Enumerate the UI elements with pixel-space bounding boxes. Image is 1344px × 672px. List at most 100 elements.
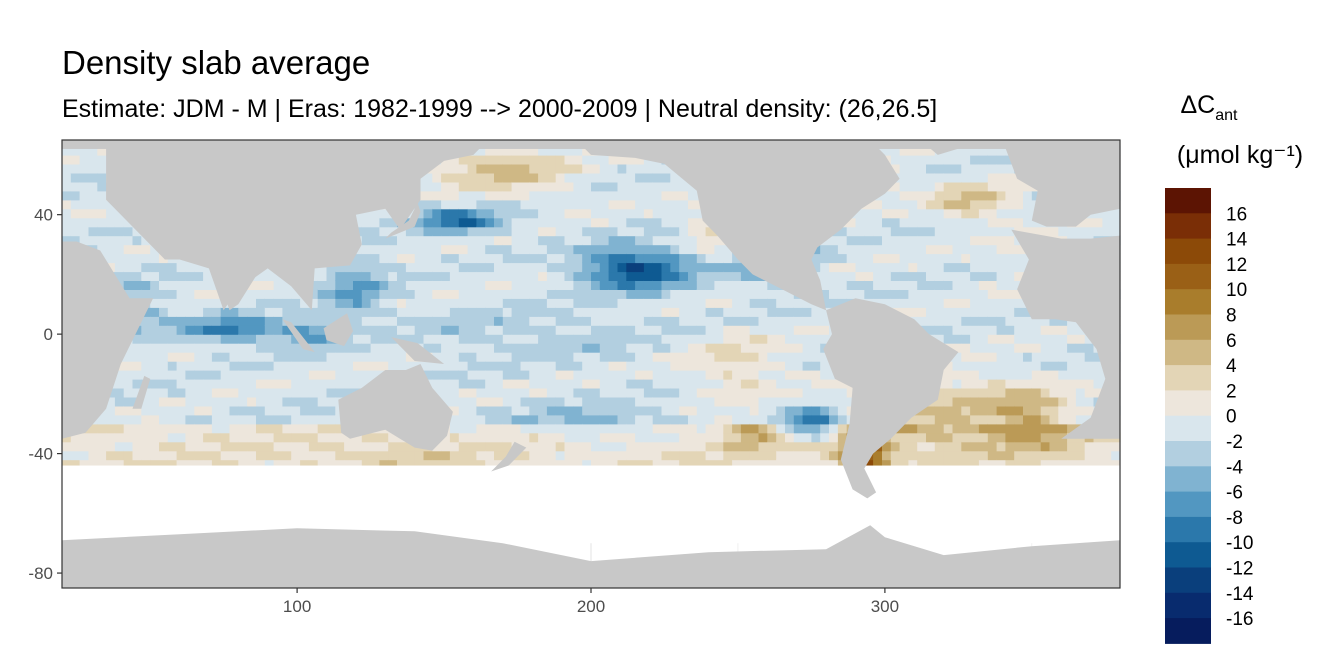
legend-key (1165, 314, 1211, 341)
heatmap-cell (996, 378, 1006, 389)
heatmap-cell (908, 226, 918, 237)
heatmap-cell (432, 226, 442, 237)
heatmap-cell (414, 450, 425, 461)
heatmap-cell (846, 217, 857, 228)
heatmap-cell (952, 217, 962, 228)
heatmap-cell (467, 172, 477, 183)
heatmap-cell (123, 217, 134, 228)
heatmap-cell (1049, 316, 1059, 326)
heatmap-cell (476, 325, 486, 335)
heatmap-cell (123, 280, 134, 290)
heatmap-cell (335, 361, 345, 371)
heatmap-cell (335, 387, 345, 398)
heatmap-cell (150, 307, 160, 317)
heatmap-cell (159, 450, 169, 461)
heatmap-cell (749, 387, 760, 398)
heatmap-cell (282, 387, 292, 398)
heatmap-cell (458, 316, 469, 326)
heatmap-cell (238, 414, 248, 425)
heatmap-cell (529, 226, 539, 237)
heatmap-cell (899, 423, 909, 434)
heatmap-cell (608, 208, 618, 219)
heatmap-cell (220, 387, 231, 398)
heatmap-cell (326, 271, 336, 281)
heatmap-cell (608, 459, 618, 470)
heatmap-cell (106, 253, 116, 264)
heatmap-cell (776, 307, 786, 317)
heatmap-cell (159, 262, 169, 273)
heatmap-cell (344, 334, 354, 344)
heatmap-cell (256, 280, 266, 290)
heatmap-cell (899, 154, 909, 165)
heatmap-cell (141, 316, 151, 326)
heatmap-cell (785, 370, 795, 380)
heatmap-cell (820, 450, 830, 461)
heatmap-cell (159, 361, 169, 371)
heatmap-cell (353, 352, 363, 362)
heatmap-cell (996, 199, 1006, 210)
heatmap-cell (1058, 441, 1068, 452)
heatmap-cell (1049, 432, 1059, 443)
heatmap-cell (441, 262, 451, 273)
heatmap-cell (758, 325, 768, 335)
heatmap-cell (159, 343, 169, 353)
heatmap-cell (917, 405, 927, 416)
heatmap-cell (529, 190, 539, 201)
legend-label: -8 (1226, 508, 1243, 529)
heatmap-cell (123, 423, 134, 434)
heatmap-cell (123, 414, 134, 425)
heatmap-cell (494, 343, 504, 353)
heatmap-cell (326, 423, 336, 434)
heatmap-cell (97, 244, 107, 255)
heatmap-cell (494, 253, 504, 264)
land-australia (338, 364, 453, 451)
heatmap-cell (361, 316, 372, 326)
heatmap-cell (335, 271, 345, 281)
heatmap-cell (890, 450, 901, 461)
heatmap-cell (176, 325, 186, 335)
heatmap-cell (494, 289, 504, 299)
heatmap-cell (247, 459, 257, 470)
heatmap-cell (1075, 370, 1086, 380)
heatmap-cell (661, 459, 671, 470)
heatmap-cell (88, 459, 98, 470)
heatmap-cell (414, 226, 425, 237)
heatmap-cell (238, 387, 248, 398)
heatmap-cell (485, 343, 495, 353)
heatmap-cell (679, 307, 689, 317)
heatmap-cell (432, 271, 442, 281)
heatmap-cell (926, 262, 936, 273)
heatmap-cell (961, 244, 971, 255)
heatmap-cell (79, 190, 89, 201)
heatmap-cell (432, 163, 442, 174)
heatmap-cell (97, 432, 107, 443)
heatmap-cell (820, 423, 830, 434)
heatmap-cell (996, 172, 1006, 183)
heatmap-cell (467, 271, 477, 281)
heatmap-cell (441, 396, 451, 407)
heatmap-cell (449, 217, 460, 228)
heatmap-cell (361, 352, 372, 362)
heatmap-cell (591, 262, 601, 273)
heatmap-cell (599, 235, 610, 246)
heatmap-cell (635, 423, 645, 434)
heatmap-cell (723, 370, 733, 380)
heatmap-cell (776, 352, 786, 362)
heatmap-cell (723, 423, 733, 434)
heatmap-cell (388, 325, 398, 335)
heatmap-cell (688, 271, 698, 281)
heatmap-cell (978, 244, 989, 255)
heatmap-cell (379, 316, 389, 326)
heatmap-cell (970, 280, 980, 290)
heatmap-cell (361, 235, 372, 246)
heatmap-cell (432, 217, 442, 228)
legend-label: 10 (1226, 280, 1247, 301)
heatmap-cell (546, 432, 557, 443)
heatmap-cell (776, 298, 786, 308)
heatmap-cell (970, 316, 980, 326)
heatmap-cell (441, 307, 451, 317)
heatmap-cell (511, 163, 521, 174)
heatmap-cell (820, 396, 830, 407)
heatmap-cell (679, 271, 689, 281)
heatmap-cell (141, 343, 151, 353)
